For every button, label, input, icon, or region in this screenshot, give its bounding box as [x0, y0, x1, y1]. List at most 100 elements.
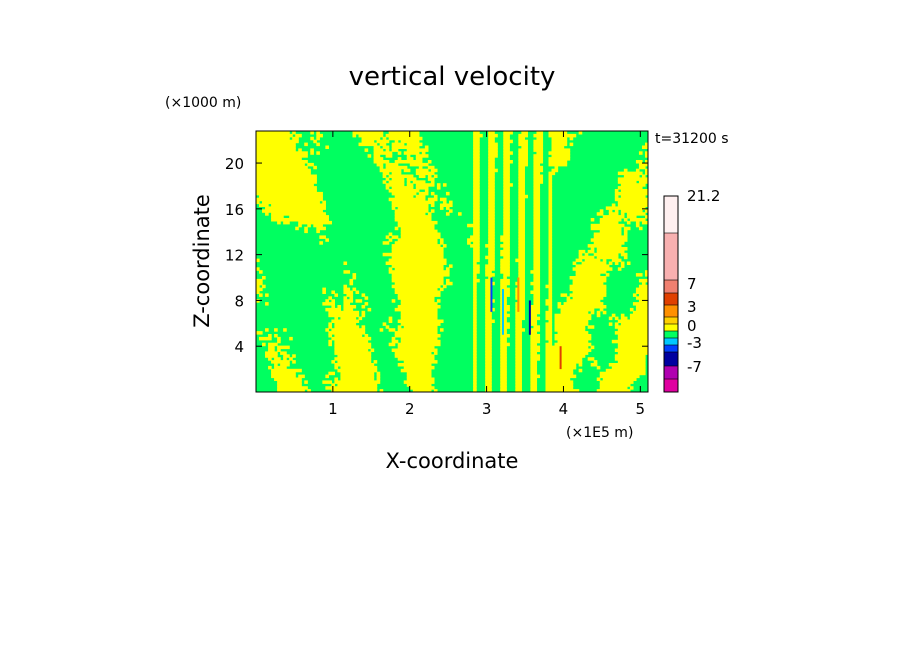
- field-positive-cell: [473, 174, 480, 178]
- field-positive-cell: [385, 235, 390, 239]
- field-positive-cell: [617, 345, 648, 350]
- field-positive-cell: [430, 209, 435, 213]
- field-positive-cell: [400, 139, 420, 144]
- field-positive-cell: [406, 383, 432, 387]
- field-positive-cell: [545, 386, 574, 390]
- field-positive-cell: [530, 348, 541, 352]
- field-positive-cell: [518, 218, 525, 222]
- field-positive-cell: [545, 302, 553, 306]
- field-positive-cell: [644, 171, 648, 176]
- field-positive-cell: [566, 299, 601, 303]
- field-positive-cell: [518, 270, 525, 274]
- field-positive-cell: [334, 345, 372, 350]
- field-positive-cell: [334, 357, 372, 361]
- field-positive-cell: [545, 377, 571, 381]
- field-positive-cell: [448, 264, 453, 268]
- field-positive-cell: [473, 302, 477, 306]
- field-positive-cell: [473, 226, 480, 231]
- field-positive-cell: [572, 278, 607, 283]
- field-positive-cell: [515, 389, 522, 392]
- field-positive-cell: [289, 215, 329, 219]
- field-positive-cell: [629, 386, 634, 390]
- field-positive-cell: [274, 365, 287, 370]
- field-positive-cell: [611, 313, 616, 318]
- field-positive-cell: [488, 194, 495, 199]
- field-positive-cell: [590, 226, 622, 231]
- field-positive-cell: [596, 255, 619, 260]
- field-positive-cell: [379, 165, 384, 170]
- x-tick-label: 3: [482, 400, 492, 418]
- field-positive-cell: [518, 209, 525, 213]
- field-positive-cell: [503, 180, 510, 184]
- field-positive-cell: [433, 389, 438, 392]
- field-positive-cell: [545, 380, 574, 384]
- field-positive-cell: [485, 310, 492, 315]
- field-positive-cell: [533, 212, 541, 216]
- field-positive-cell: [500, 244, 510, 248]
- field-positive-cell: [397, 328, 438, 332]
- field-positive-cell: [635, 220, 640, 225]
- field-positive-cell: [518, 133, 528, 138]
- field-positive-cell: [500, 284, 507, 289]
- field-positive-cell: [548, 177, 553, 181]
- field-positive-cell: [503, 209, 510, 213]
- field-positive-cell: [304, 380, 308, 384]
- field-positive-cell: [500, 322, 510, 326]
- field-positive-cell: [403, 365, 435, 370]
- field-positive-cell: [394, 290, 441, 294]
- field-positive-cell: [587, 357, 595, 361]
- field-positive-cell: [575, 264, 610, 268]
- field-positive-cell: [256, 267, 260, 271]
- field-positive-cell: [277, 380, 302, 384]
- field-positive-cell: [533, 209, 541, 213]
- field-positive-cell: [500, 270, 510, 274]
- field-positive-cell: [376, 139, 390, 144]
- field-positive-cell: [448, 209, 453, 213]
- field-positive-cell: [473, 252, 480, 257]
- field-positive-cell: [322, 290, 326, 294]
- field-positive-cell: [271, 360, 290, 364]
- field-positive-cell: [614, 261, 619, 265]
- field-positive-cell: [641, 174, 646, 178]
- field-positive-cell: [485, 319, 495, 323]
- field-positive-cell: [412, 389, 432, 392]
- field-positive-cell: [620, 252, 628, 257]
- field-positive-cell: [587, 244, 622, 248]
- field-positive-cell: [331, 336, 372, 341]
- field-positive-cell: [518, 267, 525, 271]
- field-positive-cell: [391, 273, 450, 277]
- field-positive-cell: [382, 174, 387, 178]
- field-positive-cell: [488, 145, 498, 149]
- field-positive-cell: [533, 247, 541, 251]
- field-positive-cell: [533, 191, 541, 196]
- field-positive-cell: [424, 145, 429, 149]
- colorbar-label: 3: [687, 298, 697, 316]
- field-positive-cell: [548, 244, 553, 248]
- field-positive-cell: [608, 322, 613, 326]
- field-positive-cell: [433, 174, 438, 178]
- field-positive-cell: [277, 386, 308, 390]
- field-positive-cell: [289, 336, 293, 341]
- field-positive-cell: [500, 249, 510, 254]
- field-positive-cell: [473, 287, 477, 292]
- field-positive-cell: [503, 171, 510, 176]
- field-positive-cell: [596, 313, 601, 318]
- field-positive-cell: [548, 229, 553, 234]
- field-positive-cell: [548, 183, 553, 187]
- field-positive-cell: [545, 354, 586, 358]
- field-positive-cell: [545, 360, 583, 364]
- y-tick-label: 12: [225, 247, 244, 265]
- field-positive-cell: [569, 276, 607, 280]
- field-positive-cell: [256, 160, 308, 164]
- field-positive-cell: [388, 258, 447, 263]
- field-positive-cell: [343, 270, 351, 274]
- field-positive-cell: [406, 154, 411, 158]
- field-positive-cell: [515, 302, 525, 306]
- field-positive-cell: [596, 377, 601, 381]
- field-positive-cell: [400, 226, 435, 231]
- field-positive-cell: [406, 177, 417, 181]
- field-positive-cell: [500, 264, 510, 268]
- field-positive-cell: [503, 223, 510, 228]
- field-positive-cell: [473, 270, 480, 274]
